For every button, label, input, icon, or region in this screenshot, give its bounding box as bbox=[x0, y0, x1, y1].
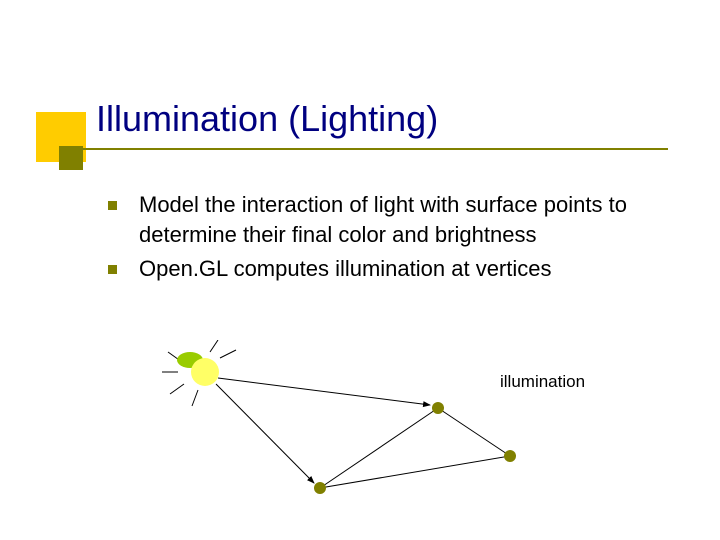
bullet-icon bbox=[108, 265, 117, 274]
bullet-text: Open.GL computes illumination at vertice… bbox=[139, 254, 668, 284]
diagram-label: illumination bbox=[500, 372, 585, 392]
bullet-item: Model the interaction of light with surf… bbox=[108, 190, 668, 250]
triangle-vertices bbox=[314, 402, 516, 494]
diagram-svg bbox=[140, 340, 620, 520]
bullet-icon bbox=[108, 201, 117, 210]
slide: { "title": "Illumination (Lighting)", "b… bbox=[0, 0, 720, 540]
vertex-icon bbox=[504, 450, 516, 462]
slide-title: Illumination (Lighting) bbox=[96, 98, 438, 140]
vertex-icon bbox=[432, 402, 444, 414]
light-source-icon bbox=[191, 358, 219, 386]
bullet-item: Open.GL computes illumination at vertice… bbox=[108, 254, 668, 284]
illumination-diagram: illumination bbox=[140, 340, 620, 520]
triangle-edges bbox=[320, 408, 510, 488]
bullet-list: Model the interaction of light with surf… bbox=[108, 190, 668, 288]
light-arrows bbox=[216, 378, 430, 483]
vertex-icon bbox=[314, 482, 326, 494]
bullet-text: Model the interaction of light with surf… bbox=[139, 190, 668, 250]
title-underline bbox=[68, 148, 668, 150]
